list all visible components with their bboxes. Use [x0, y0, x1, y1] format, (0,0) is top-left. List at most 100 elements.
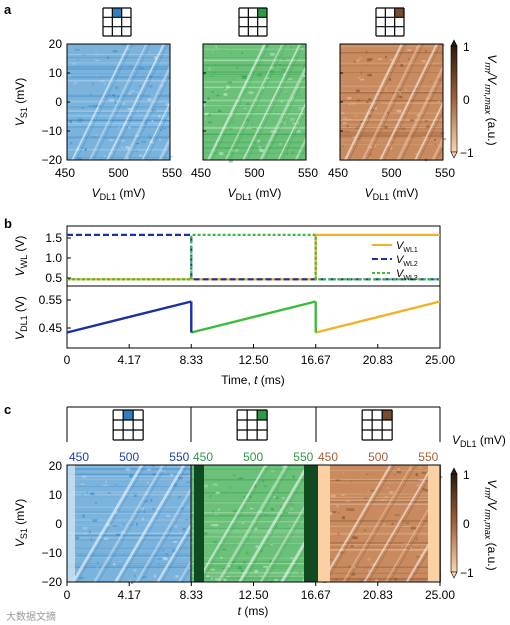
c-xtick-0: 0: [64, 588, 71, 602]
b-top-ytick-0: 1.5: [45, 231, 62, 245]
c-ytick-3: −10: [42, 546, 63, 560]
panel-label-c: c: [4, 402, 11, 417]
c-top-tick-2-0: 450: [318, 450, 338, 464]
c-top-tick-0-0: 450: [69, 450, 89, 464]
cbar-a-tick-1: 0: [463, 93, 470, 107]
cell-grid-icons-a: [102, 7, 405, 37]
x-tick-a-0-1: 500: [108, 166, 128, 180]
cbar-c-tick-1: 0: [463, 517, 470, 531]
cbar-a-tick-0: 1: [463, 40, 470, 54]
y-axis-a: 20 10 0 −10 −20 VS1 (mV): [13, 37, 62, 167]
heatmaps-a: [66, 43, 447, 163]
x-axes-a: 450 500 550 VDL1 (mV) 450 500 550 VDL1 (mV) 450 5…: [55, 43, 455, 202]
c-top-tick-1-1: 500: [243, 450, 263, 464]
c-top-tick-1-2: 550: [293, 450, 313, 464]
dl-ramp-3: [315, 300, 441, 334]
c-band-3: [318, 465, 330, 582]
grid-icon-c-2: [361, 409, 393, 441]
x-ticks-c: 0 4.17 8.33 12.50 16.67 20.83 25.00: [64, 582, 455, 602]
top-ticks-c: 450 500 550 450 500 550 450 500 550: [69, 450, 439, 464]
y-tick-a-3: −10: [42, 124, 63, 138]
c-band-1: [194, 465, 204, 582]
b-bot-ytick-1: 0.45: [39, 321, 63, 335]
b-xtick-1: 4.17: [118, 353, 142, 367]
cbar-c-label: Vrm/Vrm,max (a.u.): [483, 479, 499, 570]
c-xtick-6: 25.00: [425, 588, 455, 602]
x-label-a-2: VDL1 (mV): [365, 186, 419, 202]
c-xtick-1: 4.17: [118, 588, 142, 602]
colorbar-a: 1 0 −1 Vrm/Vrm,max (a.u.): [450, 39, 499, 160]
panel-label-b: b: [4, 216, 12, 231]
x-tick-a-1-1: 500: [244, 166, 264, 180]
c-ytick-2: 0: [55, 517, 62, 531]
cbar-c-tick-2: −1: [460, 566, 474, 580]
watermark: 大数据文摘: [6, 610, 56, 623]
x-label-a-0: VDL1 (mV): [92, 186, 146, 202]
c-top-tick-2-1: 500: [368, 450, 388, 464]
b-xtick-3: 12.50: [238, 353, 268, 367]
b-top-ytick-1: 1.0: [45, 251, 62, 265]
legend-label-3: VWL3: [396, 268, 418, 282]
x-tick-a-1-2: 550: [298, 166, 318, 180]
b-bot-ytick-0: 0.55: [39, 293, 63, 307]
plot-c: 450 500 550 450 500 550 450 500 550 VDL1 (mV) 20…: [13, 406, 506, 618]
b-top-ytick-2: 0.5: [45, 271, 62, 285]
b-xtick-6: 25.00: [425, 353, 455, 367]
c-top-tick-2-2: 550: [418, 450, 438, 464]
x-tick-a-0-0: 450: [55, 166, 75, 180]
dl-ramp-2: [191, 300, 316, 334]
b-xtick-5: 20.83: [363, 353, 393, 367]
c-xtick-2: 8.33: [180, 588, 204, 602]
x-tick-a-1-0: 450: [191, 166, 211, 180]
c-xlabel: t (ms): [238, 604, 269, 618]
cbar-a-label: Vrm/Vrm,max (a.u.): [483, 54, 499, 145]
c-xtick-5: 20.83: [363, 588, 393, 602]
grid-icon-a-0: [102, 7, 132, 37]
cbar-a-tick-2: −1: [460, 146, 474, 160]
dl-ramp-1: [66, 300, 192, 334]
c-ytick-0: 20: [49, 459, 63, 473]
y-tick-a-0: 20: [49, 37, 63, 51]
x-tick-a-2-0: 450: [328, 166, 348, 180]
c-top-tick-0-1: 500: [119, 450, 139, 464]
cbar-c-tick-0: 1: [463, 468, 470, 482]
heatmap-c-brown: [315, 464, 443, 583]
heatmap-a-green: [202, 43, 307, 163]
heatmap-a-brown: [339, 43, 447, 162]
grid-icon-a-1: [238, 7, 268, 37]
c-ytick-1: 10: [49, 488, 63, 502]
y-tick-a-1: 10: [49, 66, 63, 80]
b-xtick-4: 16.67: [301, 353, 331, 367]
cell-grid-icons-c: [112, 409, 393, 441]
c-top-tick-0-2: 550: [169, 450, 189, 464]
heatmap-a-blue: [66, 43, 174, 163]
b-xtick-0: 0: [64, 353, 71, 367]
heatmap-c-green: [190, 464, 317, 583]
x-tick-a-2-2: 550: [435, 166, 455, 180]
colorbar-c: 1 0 −1 Vrm/Vrm,max (a.u.): [450, 467, 499, 580]
plot-b: 1.5 1.0 0.5 VWL (V) 0.55 0.45 VDL1 (V) 0…: [13, 225, 455, 387]
legend-label-1: VWL1: [396, 240, 418, 254]
legend-label-2: VWL2: [396, 254, 418, 268]
c-band-0: [67, 465, 75, 582]
heatmap-c-blue: [66, 464, 194, 585]
heatmaps-c: [66, 464, 443, 585]
x-label-a-1: VDL1 (mV): [228, 186, 282, 202]
c-ytick-4: −20: [42, 575, 63, 589]
b-top-ylabel: VWL (V): [13, 236, 29, 277]
c-xtick-4: 16.67: [301, 588, 331, 602]
y-label-a: VS1 (mV): [13, 78, 29, 126]
y-tick-a-2: 0: [55, 95, 62, 109]
grid-icon-a-2: [375, 7, 405, 37]
c-ylabel: VS1 (mV): [13, 499, 29, 547]
c-band-4: [428, 465, 440, 582]
c-top-tick-1-0: 450: [193, 450, 213, 464]
lines-b: [66, 233, 441, 334]
c-xtick-3: 12.50: [238, 588, 268, 602]
y-tick-a-4: −20: [42, 153, 63, 167]
grid-icon-c-0: [112, 409, 144, 441]
b-bot-ylabel: VDL1 (V): [13, 296, 29, 340]
panel-label-a: a: [4, 2, 12, 17]
